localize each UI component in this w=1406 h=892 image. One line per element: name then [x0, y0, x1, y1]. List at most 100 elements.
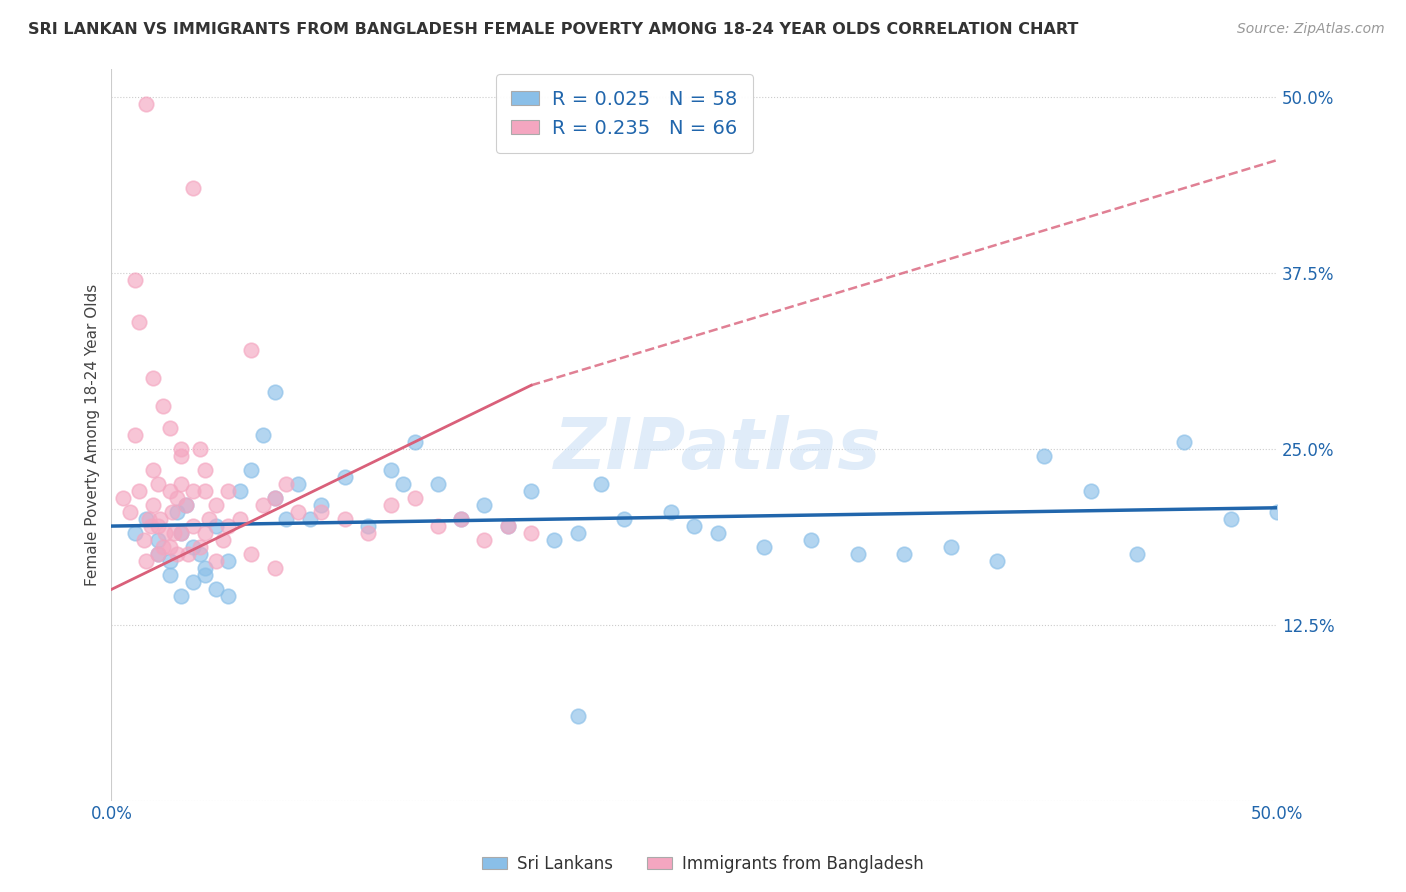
Point: [188, 540, 211, 554]
Point: [287, 505, 309, 519]
Point: [357, 519, 380, 533]
Point: [426, 519, 449, 533]
Point: [205, 519, 228, 533]
Point: [146, 533, 169, 548]
Point: [567, 709, 589, 723]
Point: [217, 554, 239, 568]
Point: [163, 526, 186, 541]
Point: [380, 498, 402, 512]
Point: [613, 512, 636, 526]
Point: [1033, 449, 1056, 463]
Point: [146, 476, 169, 491]
Point: [426, 476, 449, 491]
Point: [194, 526, 217, 541]
Point: [309, 505, 332, 519]
Point: [159, 420, 181, 434]
Point: [181, 519, 204, 533]
Point: [170, 590, 193, 604]
Point: [128, 483, 150, 498]
Point: [170, 526, 193, 541]
Point: [800, 533, 823, 548]
Point: [939, 540, 962, 554]
Point: [404, 434, 426, 449]
Point: [159, 540, 181, 554]
Point: [135, 554, 157, 568]
Point: [149, 512, 172, 526]
Point: [986, 554, 1008, 568]
Point: [252, 498, 274, 512]
Point: [333, 470, 356, 484]
Point: [846, 547, 869, 561]
Point: [263, 491, 285, 505]
Point: [520, 526, 543, 541]
Point: [276, 476, 298, 491]
Point: [333, 512, 356, 526]
Point: [205, 498, 228, 512]
Point: [1265, 505, 1288, 519]
Point: [139, 519, 162, 533]
Legend: Sri Lankans, Immigrants from Bangladesh: Sri Lankans, Immigrants from Bangladesh: [475, 848, 931, 880]
Point: [194, 568, 217, 582]
Point: [194, 561, 217, 575]
Point: [120, 505, 142, 519]
Point: [146, 547, 169, 561]
Point: [124, 427, 146, 442]
Point: [309, 498, 332, 512]
Point: [496, 519, 519, 533]
Point: [170, 442, 193, 456]
Point: [228, 512, 250, 526]
Point: [496, 519, 519, 533]
Point: [170, 476, 193, 491]
Point: [152, 540, 174, 554]
Point: [174, 498, 197, 512]
Point: [135, 512, 157, 526]
Point: [152, 400, 174, 414]
Point: [520, 483, 543, 498]
Point: [567, 526, 589, 541]
Point: [263, 491, 285, 505]
Point: [142, 371, 165, 385]
Point: [174, 498, 197, 512]
Point: [591, 476, 613, 491]
Legend: R = 0.025   N = 58, R = 0.235   N = 66: R = 0.025 N = 58, R = 0.235 N = 66: [496, 74, 754, 153]
Point: [159, 568, 181, 582]
Text: SRI LANKAN VS IMMIGRANTS FROM BANGLADESH FEMALE POVERTY AMONG 18-24 YEAR OLDS CO: SRI LANKAN VS IMMIGRANTS FROM BANGLADESH…: [28, 22, 1078, 37]
Point: [177, 547, 200, 561]
Point: [1219, 512, 1241, 526]
Point: [159, 483, 181, 498]
Point: [543, 533, 565, 548]
Text: ZIPatlas: ZIPatlas: [554, 415, 882, 483]
Point: [112, 491, 135, 505]
Point: [181, 483, 204, 498]
Point: [212, 533, 235, 548]
Point: [276, 512, 298, 526]
Point: [392, 476, 415, 491]
Point: [228, 483, 250, 498]
Point: [159, 554, 181, 568]
Point: [474, 498, 496, 512]
Point: [1126, 547, 1149, 561]
Point: [357, 526, 380, 541]
Point: [706, 526, 728, 541]
Point: [893, 547, 915, 561]
Point: [240, 343, 263, 357]
Point: [1173, 434, 1195, 449]
Point: [188, 442, 211, 456]
Point: [146, 547, 169, 561]
Point: [287, 476, 309, 491]
Point: [252, 427, 274, 442]
Point: [128, 315, 150, 329]
Point: [1080, 483, 1102, 498]
Point: [181, 540, 204, 554]
Point: [132, 533, 155, 548]
Point: [166, 547, 188, 561]
Point: [188, 547, 211, 561]
Point: [404, 491, 426, 505]
Point: [166, 491, 188, 505]
Point: [217, 590, 239, 604]
Point: [474, 533, 496, 548]
Point: [124, 526, 146, 541]
Point: [380, 463, 402, 477]
Point: [263, 561, 285, 575]
Point: [170, 526, 193, 541]
